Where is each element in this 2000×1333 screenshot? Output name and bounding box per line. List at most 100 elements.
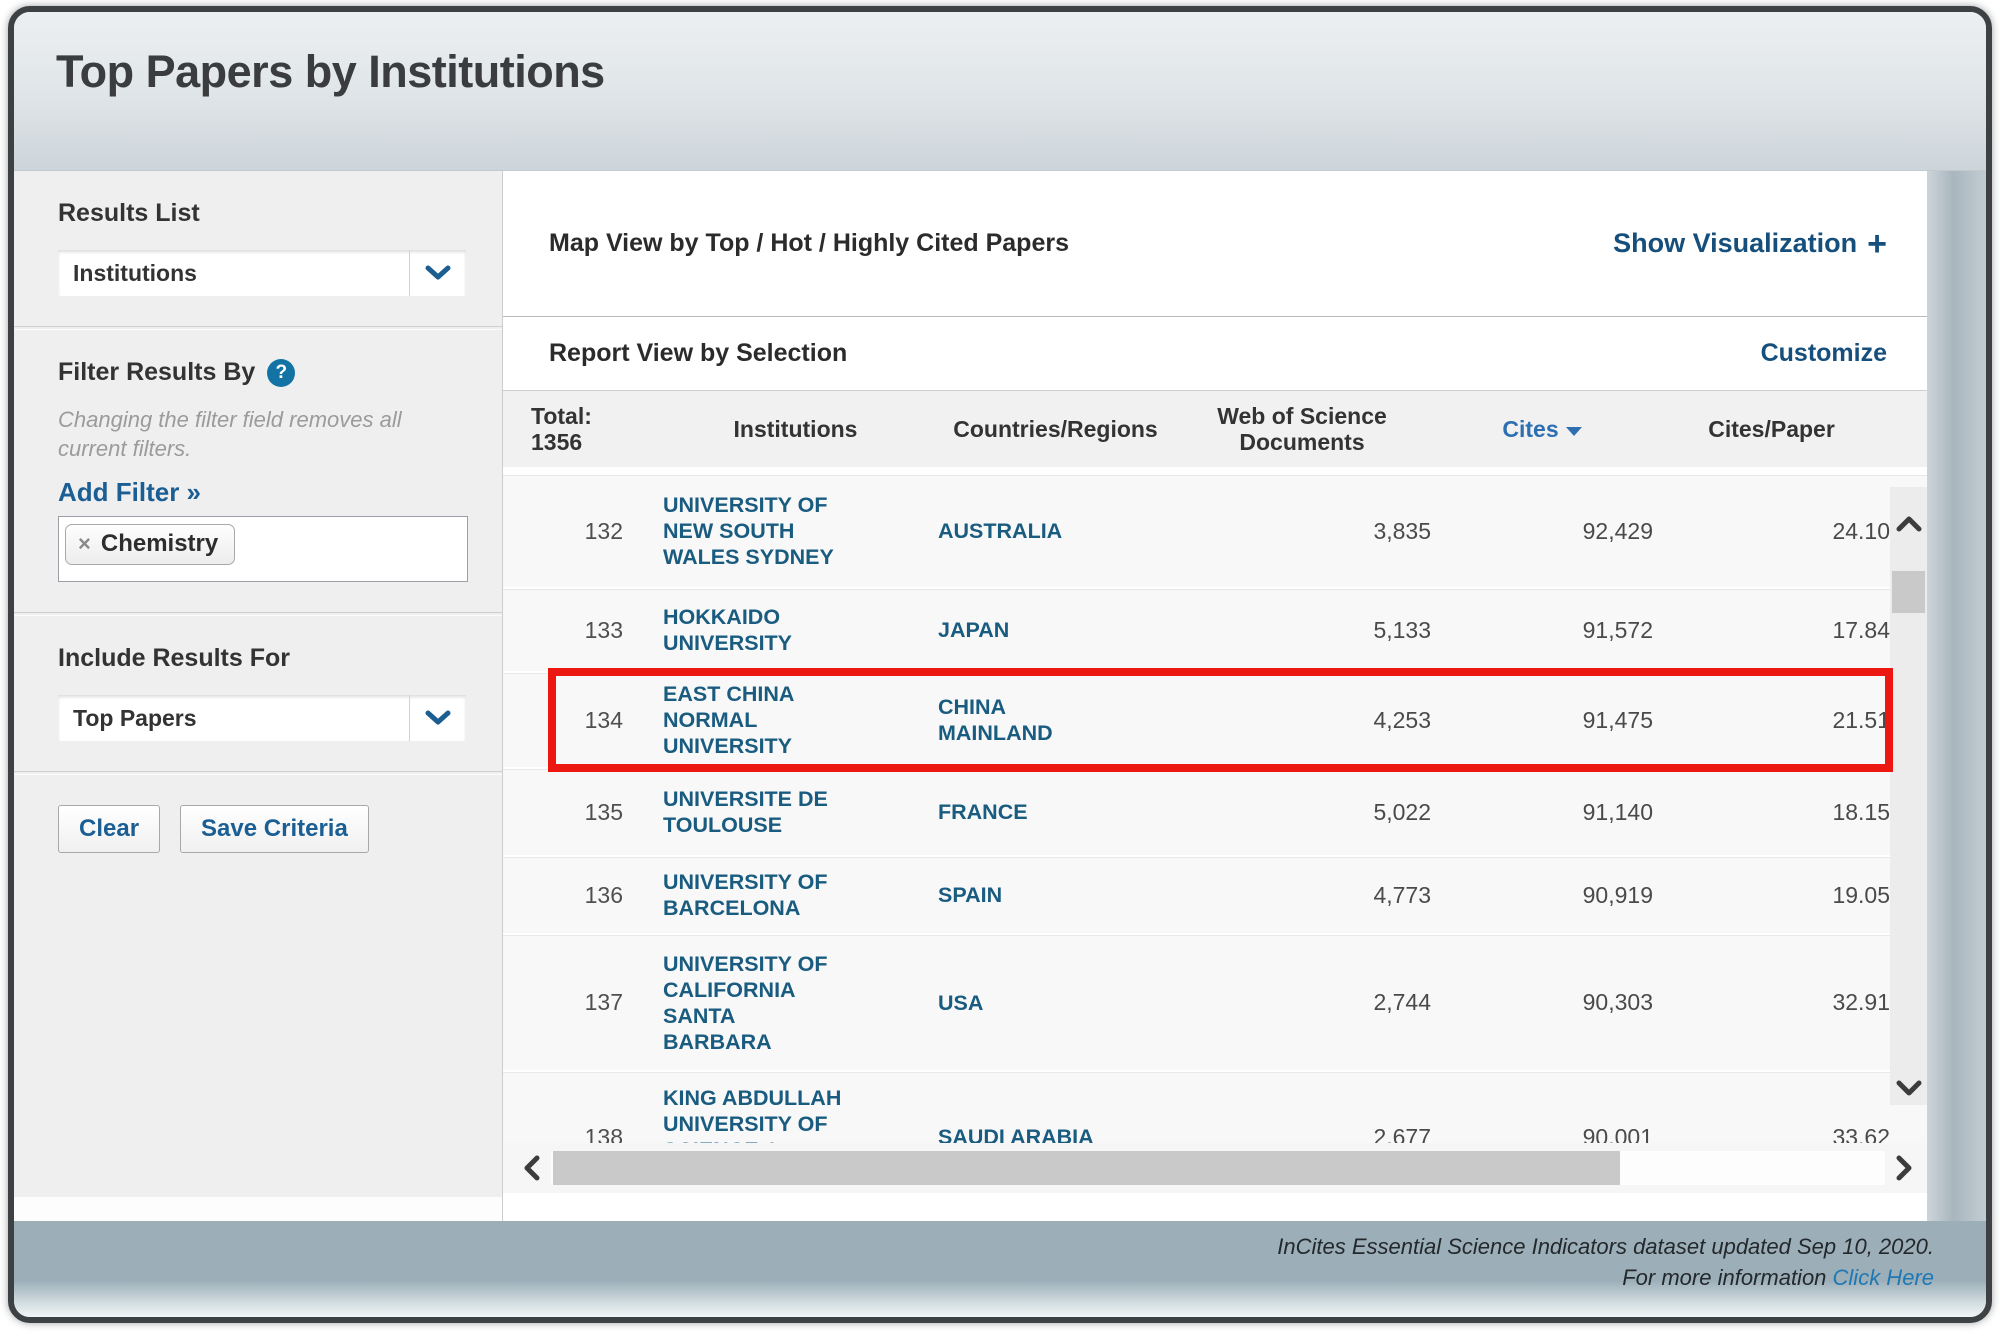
documents-cell: 5,133: [1373, 616, 1431, 643]
horizontal-scroll-thumb[interactable]: [553, 1151, 1621, 1185]
scroll-down-icon[interactable]: [1894, 1079, 1924, 1097]
documents-cell: 3,835: [1373, 517, 1431, 544]
cites-cell: 90,303: [1582, 989, 1653, 1015]
more-information-note: For more information Click Here: [1622, 1262, 1934, 1293]
country-link[interactable]: AUSTRALIA: [938, 519, 1063, 543]
rank-cell: 135: [584, 798, 623, 825]
customize-link[interactable]: Customize: [1760, 339, 1887, 367]
report-view-title: Report View by Selection: [549, 339, 848, 367]
sort-arrow-icon: [1565, 426, 1582, 436]
table-row: 138 KING ABDULLAH UNIVERSITY OF SCIENCE …: [503, 1072, 1927, 1143]
show-visualization-label: Show Visualization: [1613, 228, 1858, 258]
country-link[interactable]: USA: [938, 990, 984, 1015]
filter-note: Changing the filter field removes all cu…: [58, 407, 402, 461]
panel-bottom-gap: [503, 1193, 1927, 1221]
cites-per-paper-cell: 21.51: [1832, 706, 1890, 733]
institution-link[interactable]: UNIVERSITY OF BARCELONA: [663, 870, 828, 920]
documents-cell: 2,677: [1373, 1123, 1431, 1144]
horizontal-scroll-track[interactable]: [551, 1151, 1885, 1185]
screenshot-frame: Top Papers by Institutions Results List …: [8, 6, 1992, 1323]
column-header-countries[interactable]: Countries/Regions: [953, 416, 1158, 442]
institution-link[interactable]: UNIVERSITY OF NEW SOUTH WALES SYDNEY: [663, 493, 834, 569]
results-list-section: Results List Institutions: [14, 171, 502, 326]
column-header-documents[interactable]: Web of Science Documents: [1217, 403, 1387, 455]
cites-per-paper-cell: 17.84: [1832, 616, 1890, 643]
rank-cell: 134: [584, 706, 623, 733]
cites-cell: 91,475: [1582, 706, 1653, 733]
divider: [14, 326, 502, 330]
documents-cell: 4,773: [1373, 881, 1431, 908]
include-results-heading: Include Results For: [58, 644, 290, 672]
results-list-heading: Results List: [58, 199, 200, 227]
more-information-prefix: For more information: [1622, 1265, 1833, 1290]
filter-chip-label: Chemistry: [100, 530, 219, 557]
table-header: Total: 1356 Institutions Countries/Regio…: [503, 390, 1927, 467]
cites-sort-link[interactable]: Cites: [1502, 416, 1582, 442]
results-list-dropdown[interactable]: Institutions: [58, 250, 466, 296]
table-row-highlighted: 134 EAST CHINA NORMAL UNIVERSITY CHINA M…: [503, 668, 1927, 772]
table-vertical-scrollbar[interactable]: [1890, 487, 1927, 1105]
country-link[interactable]: FRANCE: [938, 800, 1028, 824]
save-criteria-button[interactable]: Save Criteria: [180, 805, 369, 853]
cites-cell: 91,572: [1582, 616, 1653, 643]
main-panel: Map View by Top / Hot / Highly Cited Pap…: [503, 171, 1927, 1221]
institution-link[interactable]: KING ABDULLAH UNIVERSITY OF SCIENCE & TE…: [663, 1086, 842, 1143]
map-view-bar: Map View by Top / Hot / Highly Cited Pap…: [503, 171, 1927, 316]
footer-band: InCites Essential Science Indicators dat…: [14, 1221, 1986, 1317]
title-band: Top Papers by Institutions: [14, 12, 1986, 171]
vertical-scroll-thumb[interactable]: [1892, 571, 1925, 613]
column-header-cites-per-paper[interactable]: Cites/Paper: [1708, 416, 1835, 442]
remove-filter-icon[interactable]: ×: [78, 531, 91, 556]
filter-chip-chemistry[interactable]: × Chemistry: [65, 524, 236, 565]
cites-per-paper-cell: 33.62: [1832, 1123, 1890, 1144]
help-icon[interactable]: ?: [267, 358, 296, 387]
include-results-section: Include Results For Top Papers: [14, 616, 502, 771]
show-visualization-link[interactable]: Show Visualization +: [1613, 227, 1887, 261]
table-row: 137 UNIVERSITY OF CALIFORNIA SANTA BARBA…: [503, 935, 1927, 1072]
dataset-updated-note: InCites Essential Science Indicators dat…: [1277, 1234, 1934, 1259]
sidebar: Results List Institutions Filter Results…: [14, 171, 503, 1221]
country-link[interactable]: JAPAN: [938, 618, 1010, 642]
country-link[interactable]: SPAIN: [938, 883, 1003, 907]
chevron-down-icon: [409, 695, 466, 741]
window-edge-strip: [1927, 171, 1986, 1221]
table-row: 133 HOKKAIDO UNIVERSITY JAPAN 5,133 91,5…: [503, 589, 1927, 673]
table-row: 136 UNIVERSITY OF BARCELONA SPAIN 4,773 …: [503, 857, 1927, 935]
institution-link[interactable]: HOKKAIDO UNIVERSITY: [663, 605, 793, 655]
include-results-dropdown[interactable]: Top Papers: [58, 695, 466, 741]
rank-cell: 133: [584, 616, 623, 643]
institution-link[interactable]: EAST CHINA NORMAL UNIVERSITY: [663, 682, 795, 758]
cites-cell: 91,140: [1582, 798, 1653, 825]
chevron-down-icon: [409, 250, 466, 296]
rank-cell: 132: [584, 517, 623, 544]
results-list-value: Institutions: [73, 259, 197, 286]
table-row: 132 UNIVERSITY OF NEW SOUTH WALES SYDNEY…: [503, 475, 1927, 589]
cites-per-paper-cell: 24.10: [1832, 517, 1890, 544]
total-value: 1356: [531, 429, 583, 455]
clear-button[interactable]: Clear: [58, 805, 161, 853]
scroll-left-icon[interactable]: [523, 1153, 541, 1183]
country-link[interactable]: CHINA MAINLAND: [938, 695, 1053, 745]
add-filter-link[interactable]: Add Filter »: [58, 477, 202, 507]
content-area: Results List Institutions Filter Results…: [14, 171, 1986, 1221]
divider: [14, 771, 502, 775]
report-view-bar: Report View by Selection Customize: [503, 316, 1927, 390]
column-header-institutions[interactable]: Institutions: [733, 416, 858, 442]
country-link[interactable]: SAUDI ARABIA: [938, 1125, 1094, 1143]
institution-link[interactable]: UNIVERSITY OF CALIFORNIA SANTA BARBARA: [663, 951, 828, 1054]
active-filters-box: × Chemistry: [58, 516, 468, 582]
scroll-right-icon[interactable]: [1895, 1153, 1913, 1183]
rank-cell: 137: [584, 989, 623, 1015]
rank-cell: 136: [584, 881, 623, 908]
institution-link[interactable]: UNIVERSITE DE TOULOUSE: [663, 787, 828, 837]
cites-per-paper-cell: 18.15: [1832, 798, 1890, 825]
table-horizontal-scrollbar[interactable]: [503, 1143, 1927, 1193]
cites-cell: 90,001: [1582, 1123, 1653, 1144]
column-header-cites[interactable]: Cites: [1431, 416, 1653, 442]
documents-cell: 4,253: [1373, 706, 1431, 733]
scroll-up-icon[interactable]: [1894, 515, 1924, 533]
cites-cell: 92,429: [1582, 517, 1653, 544]
click-here-link[interactable]: Click Here: [1832, 1265, 1934, 1290]
cites-per-paper-cell: 32.91: [1832, 989, 1890, 1015]
documents-cell: 5,022: [1373, 798, 1431, 825]
